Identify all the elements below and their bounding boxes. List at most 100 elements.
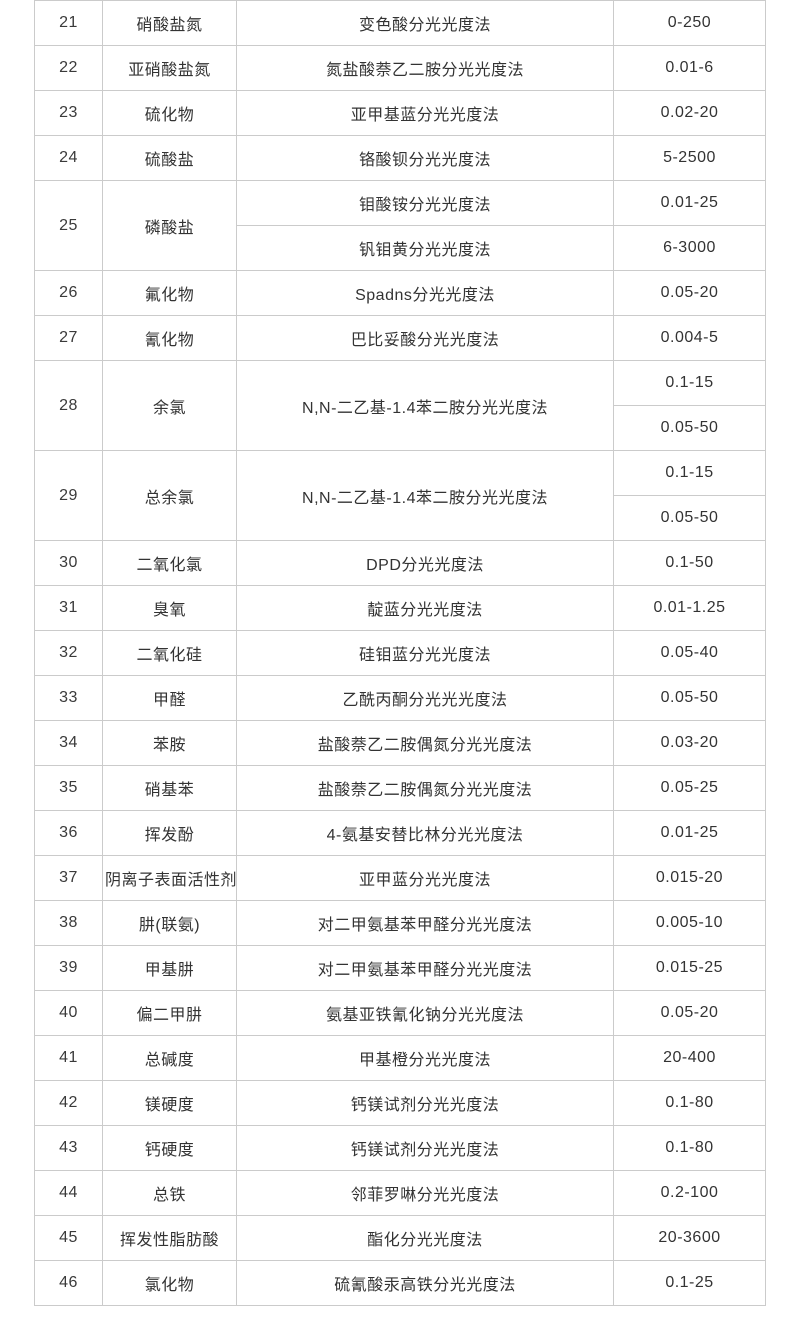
row-number-cell: 46 (34, 1260, 103, 1306)
range-cell: 0.2-100 (613, 1170, 766, 1216)
analyte-name-cell: 硫化物 (102, 90, 237, 136)
method-cell: 盐酸萘乙二胺偶氮分光光度法 (236, 720, 614, 766)
table-row: 25 磷酸盐 钼酸铵分光光度法 0.01-25 (34, 180, 766, 271)
analyte-name-cell: 肼(联氨) (102, 900, 237, 946)
table-row: 21 硝酸盐氮 变色酸分光光度法 0-250 (34, 0, 766, 46)
range-cell: 20-3600 (613, 1215, 766, 1261)
table-row: 41 总碱度 甲基橙分光光度法 20-400 (34, 1035, 766, 1081)
table-row: 钒钼黄分光光度法 6-3000 (35, 225, 766, 271)
table-row: 27 氰化物 巴比妥酸分光光度法 0.004-5 (34, 315, 766, 361)
row-number-cell: 43 (34, 1125, 103, 1171)
range-cell: 0.1-15 (613, 360, 766, 406)
range-cell: 0.01-25 (613, 180, 766, 226)
row-number-cell: 42 (34, 1080, 103, 1126)
row-number-cell: 31 (34, 585, 103, 631)
method-cell: 硅钼蓝分光光度法 (236, 630, 614, 676)
table-row: 23 硫化物 亚甲基蓝分光光度法 0.02-20 (34, 90, 766, 136)
table-row: 28 余氯 N,N-二乙基-1.4苯二胺分光光度法 0.1-15 (34, 360, 766, 451)
row-number-cell: 21 (34, 0, 103, 46)
analyte-name-cell: 氯化物 (102, 1260, 237, 1306)
range-cell: 20-400 (613, 1035, 766, 1081)
row-number-cell: 33 (34, 675, 103, 721)
method-cell: 盐酸萘乙二胺偶氮分光光度法 (236, 765, 614, 811)
row-number-cell: 24 (34, 135, 103, 181)
row-number-cell: 26 (34, 270, 103, 316)
range-cell: 0.05-50 (613, 495, 766, 541)
method-cell: 甲基橙分光光度法 (236, 1035, 614, 1081)
method-cell: 氨基亚铁氰化钠分光光度法 (236, 990, 614, 1036)
analyte-name-cell: 甲基肼 (102, 945, 237, 991)
table-row: 29 总余氯 N,N-二乙基-1.4苯二胺分光光度法 0.1-15 (34, 450, 766, 541)
method-cell: 铬酸钡分光光度法 (236, 135, 614, 181)
table-row: 33 甲醛 乙酰丙酮分光光光度法 0.05-50 (34, 675, 766, 721)
row-number-cell: 37 (34, 855, 103, 901)
method-cell: 氮盐酸萘乙二胺分光光度法 (236, 45, 614, 91)
range-cell: 0.05-50 (613, 405, 766, 451)
analyte-name-cell: 总余氯 (102, 450, 237, 541)
range-cell: 0.01-25 (613, 810, 766, 856)
method-cell: 对二甲氨基苯甲醛分光光度法 (236, 945, 614, 991)
row-number-cell: 34 (34, 720, 103, 766)
table-row: 0.05-50 (35, 495, 766, 541)
row-number-cell: 41 (34, 1035, 103, 1081)
analyte-name-cell: 氟化物 (102, 270, 237, 316)
method-cell: 4-氨基安替比林分光光度法 (236, 810, 614, 856)
row-number-cell: 35 (34, 765, 103, 811)
row-number-cell: 38 (34, 900, 103, 946)
method-cell: 钒钼黄分光光度法 (236, 225, 614, 271)
range-cell: 0.05-20 (613, 990, 766, 1036)
analyte-name-cell: 臭氧 (102, 585, 237, 631)
table-row: 45 挥发性脂肪酸 酯化分光光度法 20-3600 (34, 1215, 766, 1261)
method-cell: N,N-二乙基-1.4苯二胺分光光度法 (236, 360, 614, 451)
range-cell: 0.03-20 (613, 720, 766, 766)
range-cell: 0.005-10 (613, 900, 766, 946)
row-number-cell: 44 (34, 1170, 103, 1216)
table-row: 40 偏二甲肼 氨基亚铁氰化钠分光光度法 0.05-20 (34, 990, 766, 1036)
method-cell: Spadns分光光度法 (236, 270, 614, 316)
range-cell: 0.1-25 (613, 1260, 766, 1306)
method-cell: 对二甲氨基苯甲醛分光光度法 (236, 900, 614, 946)
method-cell: 钙镁试剂分光光度法 (236, 1080, 614, 1126)
method-cell: 靛蓝分光光度法 (236, 585, 614, 631)
method-cell: 硫氰酸汞高铁分光光度法 (236, 1260, 614, 1306)
range-cell: 6-3000 (613, 225, 766, 271)
table-row: 37 阴离子表面活性剂 亚甲蓝分光光度法 0.015-20 (34, 855, 766, 901)
row-number-cell: 32 (34, 630, 103, 676)
method-cell: 亚甲基蓝分光光度法 (236, 90, 614, 136)
range-cell: 0.015-20 (613, 855, 766, 901)
range-cell: 0.05-20 (613, 270, 766, 316)
table-row: 34 苯胺 盐酸萘乙二胺偶氮分光光度法 0.03-20 (34, 720, 766, 766)
table-row: 32 二氧化硅 硅钼蓝分光光度法 0.05-40 (34, 630, 766, 676)
range-cell: 0.05-40 (613, 630, 766, 676)
range-cell: 5-2500 (613, 135, 766, 181)
method-cell: N,N-二乙基-1.4苯二胺分光光度法 (236, 450, 614, 541)
table-row: 39 甲基肼 对二甲氨基苯甲醛分光光度法 0.015-25 (34, 945, 766, 991)
row-number-cell: 40 (34, 990, 103, 1036)
range-cell: 0.015-25 (613, 945, 766, 991)
analyte-name-cell: 镁硬度 (102, 1080, 237, 1126)
range-cell: 0.01-6 (613, 45, 766, 91)
range-cell: 0.1-80 (613, 1080, 766, 1126)
table-row: 26 氟化物 Spadns分光光度法 0.05-20 (34, 270, 766, 316)
table-body: 21 硝酸盐氮 变色酸分光光度法 0-250 22 亚硝酸盐氮 氮盐酸萘乙二胺分光光度法 0.… (34, 0, 766, 1306)
range-cell: 0.01-1.25 (613, 585, 766, 631)
analyte-name-cell: 总铁 (102, 1170, 237, 1216)
table-row: 43 钙硬度 钙镁试剂分光光度法 0.1-80 (34, 1125, 766, 1171)
table-row: 22 亚硝酸盐氮 氮盐酸萘乙二胺分光光度法 0.01-6 (34, 45, 766, 91)
method-cell: 乙酰丙酮分光光光度法 (236, 675, 614, 721)
table-row: 44 总铁 邻菲罗啉分光光度法 0.2-100 (34, 1170, 766, 1216)
table-row: 46 氯化物 硫氰酸汞高铁分光光度法 0.1-25 (34, 1260, 766, 1306)
table-row: 35 硝基苯 盐酸萘乙二胺偶氮分光光度法 0.05-25 (34, 765, 766, 811)
range-cell: 0-250 (613, 0, 766, 46)
analyte-name-cell: 亚硝酸盐氮 (102, 45, 237, 91)
row-number-cell: 30 (34, 540, 103, 586)
row-number-cell: 45 (34, 1215, 103, 1261)
row-number-cell: 29 (34, 450, 103, 541)
table-row: 42 镁硬度 钙镁试剂分光光度法 0.1-80 (34, 1080, 766, 1126)
method-cell: 钼酸铵分光光度法 (236, 180, 614, 226)
row-number-cell: 25 (34, 180, 103, 271)
range-cell: 0.1-80 (613, 1125, 766, 1171)
analyte-name-cell: 硫酸盐 (102, 135, 237, 181)
method-cell: 巴比妥酸分光光度法 (236, 315, 614, 361)
analyte-name-cell: 硝基苯 (102, 765, 237, 811)
